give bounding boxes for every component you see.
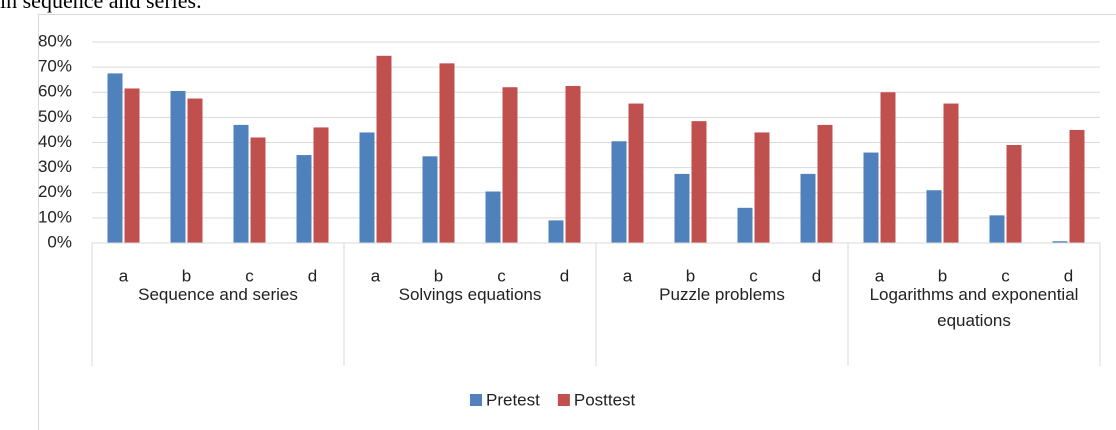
bar — [628, 103, 644, 244]
x-tick-label: b — [434, 266, 443, 285]
y-tick-label: 60% — [38, 82, 72, 101]
bar — [863, 152, 879, 243]
y-tick-label: 50% — [38, 107, 72, 126]
y-tick-label: 40% — [38, 132, 72, 151]
bar — [502, 87, 518, 243]
chart-border — [38, 14, 1116, 430]
x-tick-label: d — [1064, 266, 1073, 285]
bar — [359, 132, 375, 243]
x-tick-label: c — [749, 266, 758, 285]
x-tick-label: b — [686, 266, 695, 285]
group-label: Logarithms and exponential equations — [869, 285, 1079, 330]
x-tick-label: d — [308, 266, 317, 285]
y-tick-label: 70% — [38, 57, 72, 76]
bar — [880, 92, 896, 243]
bar — [691, 121, 707, 243]
bar — [548, 220, 564, 243]
bar — [187, 98, 203, 243]
x-tick-label: a — [119, 266, 129, 285]
bar — [1052, 241, 1068, 243]
legend-label: Posttest — [574, 390, 636, 409]
x-tick-label: c — [497, 266, 506, 285]
bar — [565, 85, 581, 243]
group-label: Solvings equations — [398, 285, 542, 304]
x-tick-label: d — [812, 266, 821, 285]
bar — [737, 207, 753, 243]
bar — [943, 103, 959, 244]
legend-swatch — [470, 394, 482, 406]
x-tick-label: a — [875, 266, 885, 285]
bar — [817, 124, 833, 243]
y-tick-label: 0% — [47, 232, 72, 251]
x-tick-label: a — [623, 266, 633, 285]
bar — [439, 63, 455, 244]
bar — [313, 127, 329, 243]
group-label: Puzzle problems — [659, 285, 785, 304]
bar — [754, 132, 770, 243]
x-tick-label: b — [182, 266, 191, 285]
bar — [107, 73, 123, 243]
y-tick-label: 30% — [38, 157, 72, 176]
y-tick-label: 10% — [38, 207, 72, 226]
x-tick-label: a — [371, 266, 381, 285]
bar — [250, 137, 266, 243]
bar — [170, 90, 186, 244]
bar — [422, 156, 438, 243]
bar — [1006, 145, 1022, 243]
y-tick-label: 80% — [38, 31, 72, 50]
bar — [296, 155, 312, 243]
bar — [989, 215, 1005, 243]
legend-label: Pretest — [486, 390, 540, 409]
bar — [800, 173, 816, 243]
x-tick-label: c — [1001, 266, 1010, 285]
bar — [376, 55, 392, 243]
bar — [1069, 129, 1085, 243]
group-label: Sequence and series — [138, 285, 298, 304]
bar — [674, 173, 690, 243]
caption: in sequence and series. — [0, 0, 202, 13]
legend-swatch — [557, 394, 570, 406]
y-tick-label: 20% — [38, 182, 72, 201]
x-tick-label: b — [938, 266, 947, 285]
bar — [485, 191, 501, 243]
bar — [926, 190, 942, 243]
bar — [611, 141, 627, 243]
bar — [124, 88, 140, 243]
x-tick-label: d — [560, 266, 569, 285]
bar — [233, 124, 249, 243]
x-tick-label: c — [245, 266, 254, 285]
